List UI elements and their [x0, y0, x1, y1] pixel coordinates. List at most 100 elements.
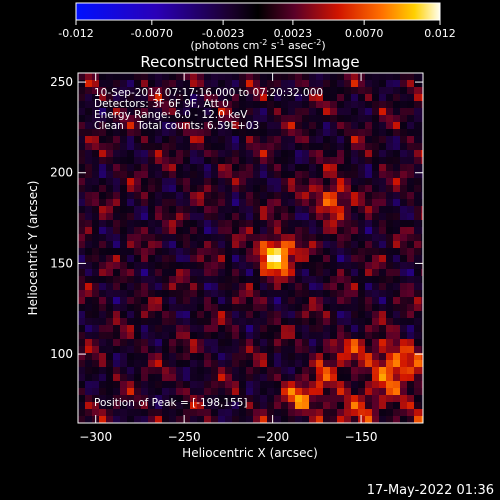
heatmap-cell	[337, 248, 344, 255]
heatmap-cell	[78, 206, 85, 213]
heatmap-cell	[267, 367, 274, 374]
heatmap-cell	[204, 255, 211, 262]
heatmap-cell	[288, 80, 295, 87]
heatmap-cell	[400, 360, 407, 367]
heatmap-cell	[267, 255, 274, 262]
heatmap-cell	[134, 276, 141, 283]
heatmap-cell	[295, 255, 302, 262]
heatmap-cell	[127, 409, 134, 416]
heatmap-cell	[421, 157, 423, 164]
heatmap-cell	[337, 94, 344, 101]
heatmap-cell	[407, 248, 414, 255]
heatmap-cell	[78, 388, 85, 395]
heatmap-cell	[246, 87, 253, 94]
heatmap-cell	[302, 304, 309, 311]
heatmap-cell	[344, 402, 351, 409]
heatmap-cell	[106, 150, 113, 157]
heatmap-cell	[358, 339, 365, 346]
heatmap-cell	[274, 143, 281, 150]
heatmap-cell	[239, 416, 246, 423]
heatmap-cell	[183, 367, 190, 374]
heatmap-cell	[323, 164, 330, 171]
heatmap-cell	[155, 227, 162, 234]
heatmap-cell	[204, 108, 211, 115]
heatmap-cell	[92, 157, 99, 164]
heatmap-cell	[393, 395, 400, 402]
heatmap-cell	[127, 185, 134, 192]
heatmap-cell	[169, 73, 176, 80]
heatmap-cell	[246, 206, 253, 213]
heatmap-cell	[400, 381, 407, 388]
heatmap-cell	[148, 227, 155, 234]
heatmap-cell	[288, 192, 295, 199]
heatmap-cell	[323, 185, 330, 192]
heatmap-cell	[225, 332, 232, 339]
heatmap-cell	[379, 353, 386, 360]
heatmap-cell	[197, 311, 204, 318]
heatmap-cell	[358, 360, 365, 367]
heatmap-cell	[218, 332, 225, 339]
heatmap-cell	[169, 381, 176, 388]
heatmap-cell	[372, 325, 379, 332]
heatmap-cell	[232, 115, 239, 122]
heatmap-cell	[162, 402, 169, 409]
heatmap-cell	[127, 227, 134, 234]
heatmap-cell	[407, 325, 414, 332]
heatmap-cell	[239, 325, 246, 332]
heatmap-cell	[190, 192, 197, 199]
heatmap-cell	[421, 325, 423, 332]
heatmap-cell	[421, 192, 423, 199]
heatmap-cell	[302, 206, 309, 213]
heatmap-cell	[246, 94, 253, 101]
heatmap-cell	[323, 199, 330, 206]
heatmap-cell	[85, 367, 92, 374]
heatmap-cell	[204, 262, 211, 269]
heatmap-cell	[239, 171, 246, 178]
heatmap-cell	[141, 325, 148, 332]
heatmap-cell	[232, 346, 239, 353]
heatmap-cell	[155, 388, 162, 395]
heatmap-cell	[99, 402, 106, 409]
heatmap-cell	[113, 353, 120, 360]
colorbar-gradient	[75, 2, 441, 21]
heatmap-cell	[211, 227, 218, 234]
heatmap-cell	[330, 178, 337, 185]
heatmap-cell	[379, 339, 386, 346]
heatmap-cell	[421, 262, 423, 269]
heatmap-cell	[337, 241, 344, 248]
heatmap-cell	[281, 87, 288, 94]
heatmap-cell	[162, 283, 169, 290]
heatmap-cell	[197, 115, 204, 122]
heatmap-cell	[127, 164, 134, 171]
heatmap-cell	[169, 402, 176, 409]
heatmap-cell	[92, 227, 99, 234]
heatmap-cell	[211, 290, 218, 297]
heatmap-cell	[204, 339, 211, 346]
heatmap-cell	[141, 171, 148, 178]
heatmap-cell	[337, 311, 344, 318]
heatmap-cell	[225, 129, 232, 136]
heatmap-cell	[120, 276, 127, 283]
heatmap-cell	[120, 283, 127, 290]
heatmap-cell	[120, 87, 127, 94]
heatmap-cell	[421, 136, 423, 143]
heatmap-cell	[323, 87, 330, 94]
heatmap-cell	[351, 150, 358, 157]
heatmap-cell	[288, 136, 295, 143]
heatmap-cell	[106, 332, 113, 339]
heatmap-cell	[99, 297, 106, 304]
heatmap-cell	[99, 276, 106, 283]
heatmap-cell	[274, 304, 281, 311]
heatmap-cell	[330, 122, 337, 129]
heatmap-cell	[295, 199, 302, 206]
heatmap-cell	[386, 87, 393, 94]
heatmap-cell	[351, 199, 358, 206]
heatmap-cell	[225, 234, 232, 241]
heatmap-cell	[295, 129, 302, 136]
heatmap-cell	[288, 339, 295, 346]
heatmap-cell	[295, 360, 302, 367]
heatmap-cell	[288, 171, 295, 178]
heatmap-cell	[78, 87, 85, 94]
heatmap-cell	[211, 255, 218, 262]
heatmap-cell	[358, 269, 365, 276]
